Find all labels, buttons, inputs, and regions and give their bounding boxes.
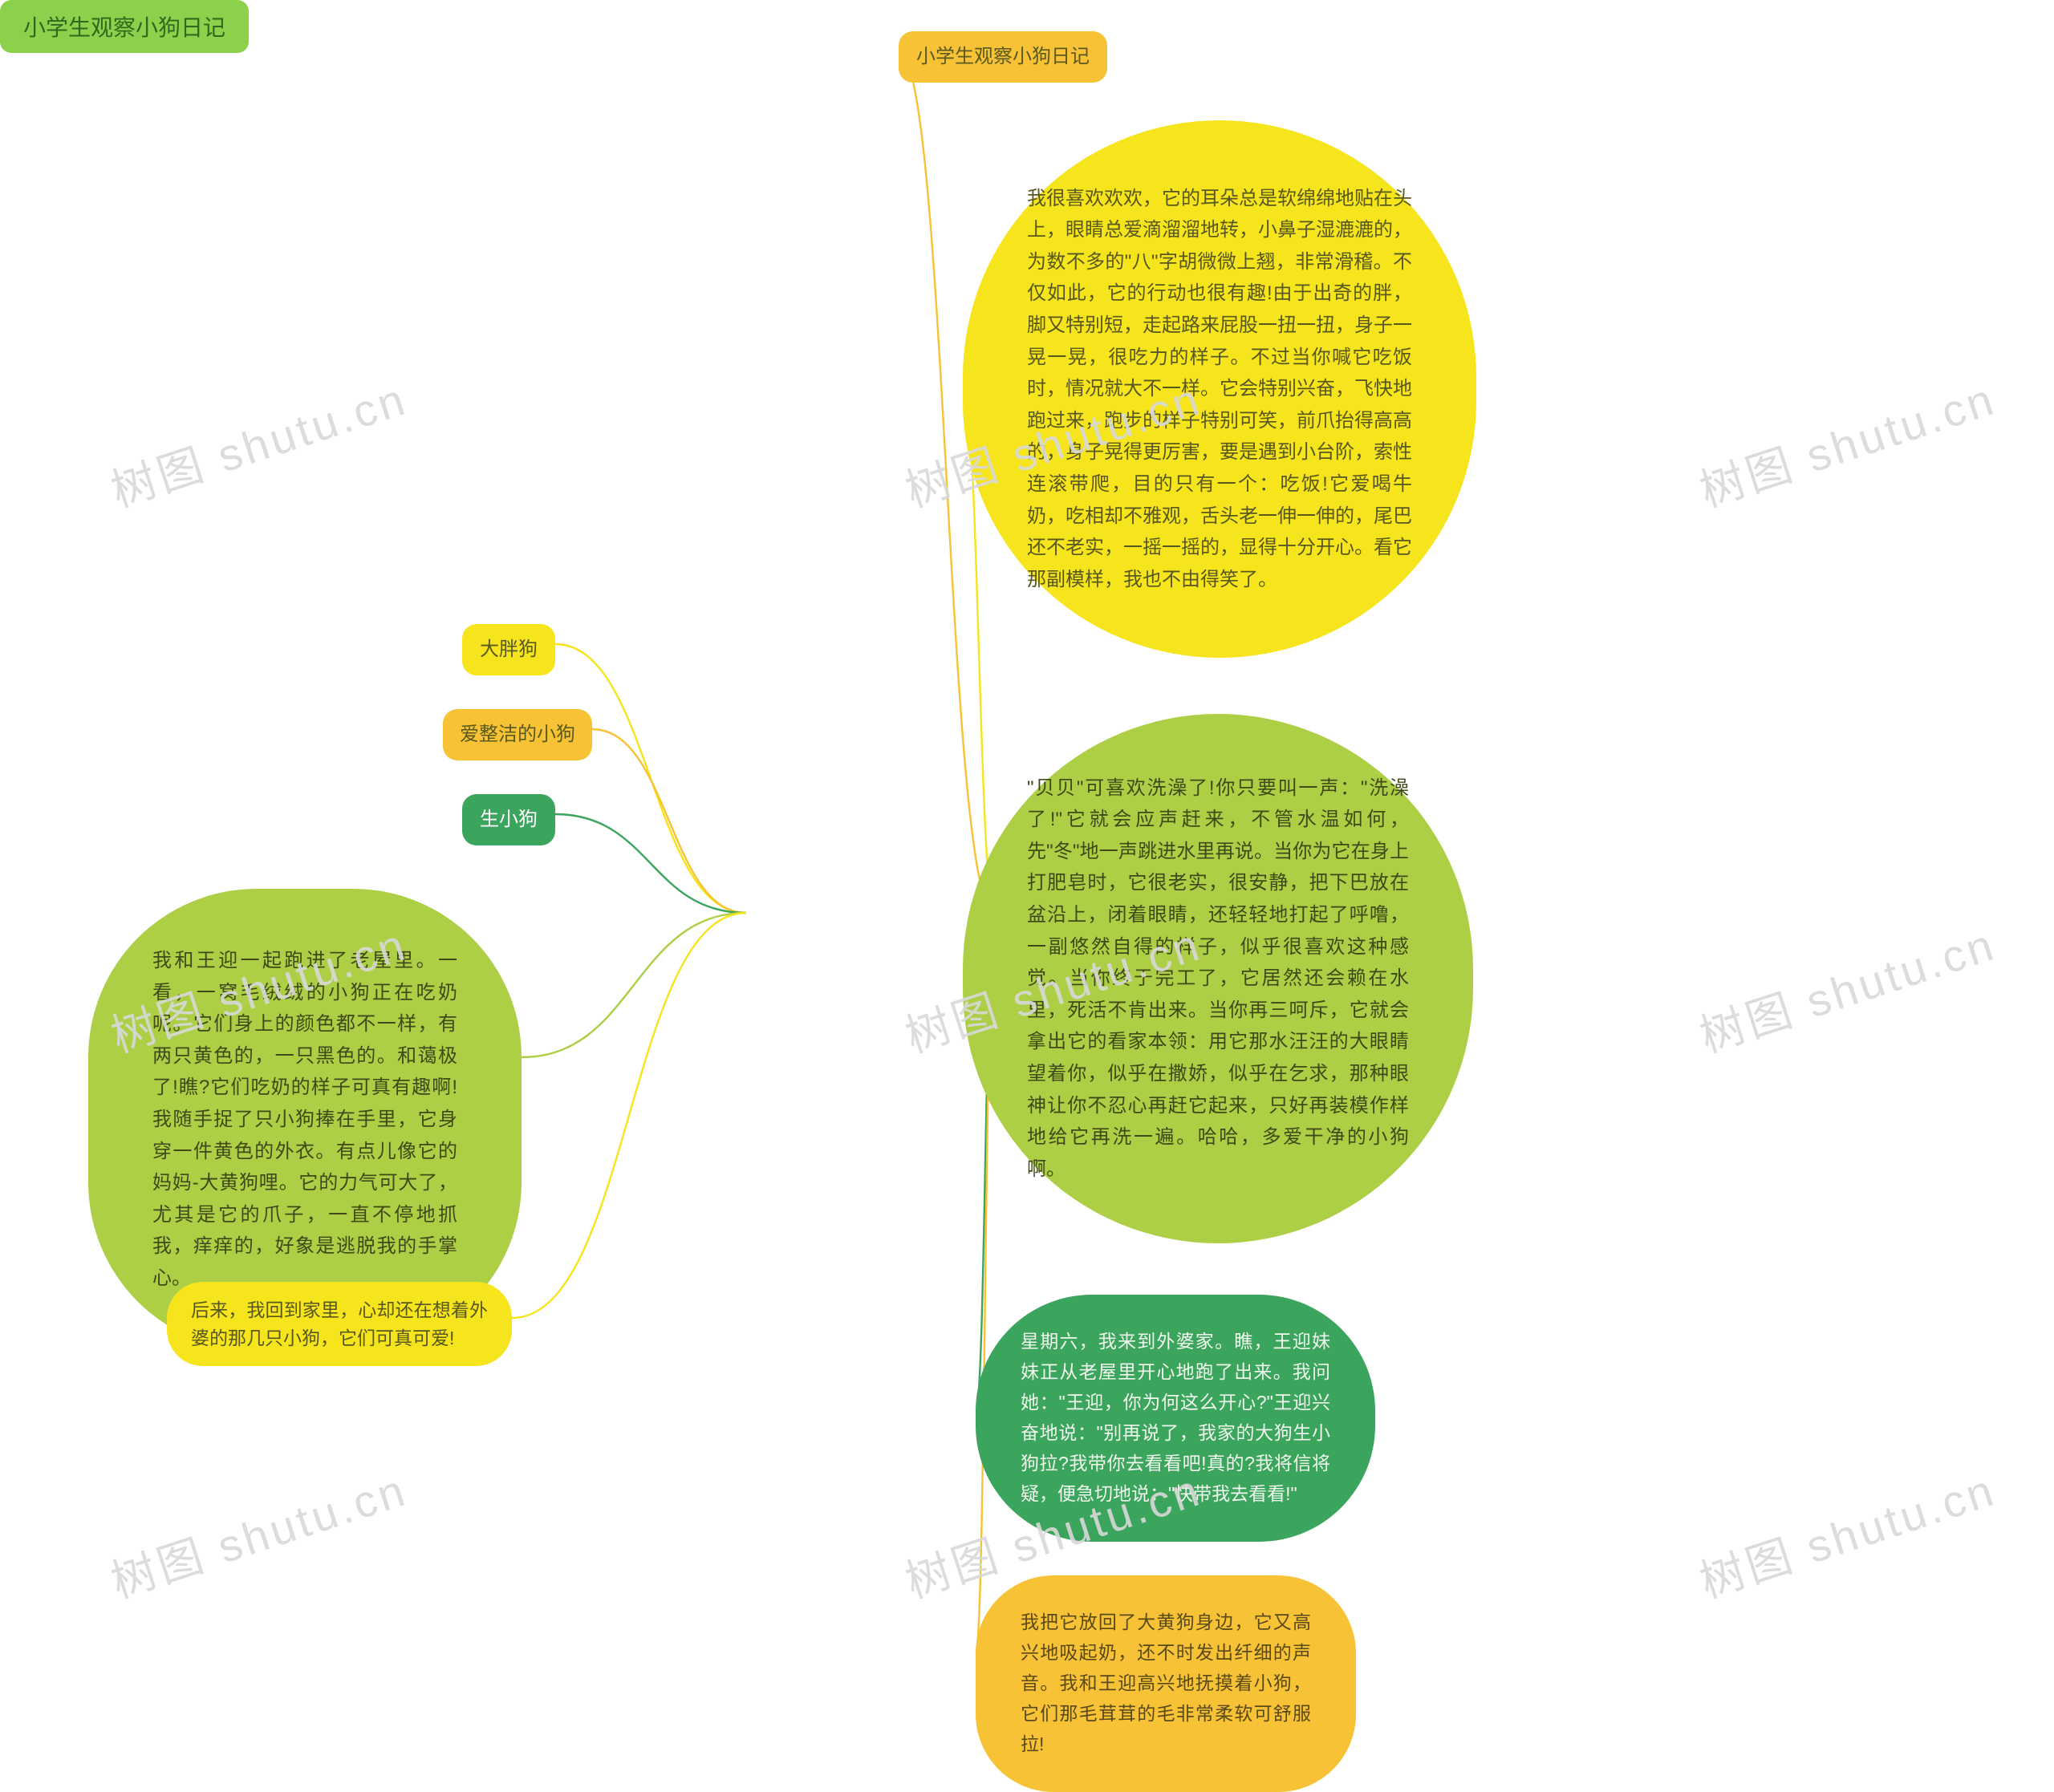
watermark: 树图 shutu.cn <box>1691 363 2003 520</box>
watermark: 树图 shutu.cn <box>102 1454 415 1611</box>
node-clean_dog[interactable]: 爱整洁的小狗 <box>443 709 592 760</box>
node-big_yellow[interactable]: 我很喜欢欢欢，它的耳朵总是软绵绵地贴在头上，眼睛总爱滴溜溜地转，小鼻子湿漉漉的，… <box>963 120 1476 658</box>
watermark: 树图 shutu.cn <box>1691 909 2003 1065</box>
node-later_home[interactable]: 后来，我回到家里，心却还在想着外婆的那几只小狗，它们可真可爱! <box>167 1282 512 1366</box>
mindmap-canvas: 树图 shutu.cn 树图 shutu.cn 树图 shutu.cn 树图 shut… <box>0 0 2054 1745</box>
node-title_top[interactable]: 小学生观察小狗日记 <box>899 31 1107 83</box>
node-big_lime_right[interactable]: "贝贝"可喜欢洗澡了!你只要叫一声："洗澡了!"它就会应声赶来，不管水温如何，先… <box>963 714 1473 1243</box>
watermark: 树图 shutu.cn <box>102 363 415 520</box>
node-saturday[interactable]: 星期六，我来到外婆家。瞧，王迎妹妹正从老屋里开心地跑了出来。我问她："王迎，你为… <box>976 1295 1375 1542</box>
node-put_back[interactable]: 我把它放回了大黄狗身边，它又高兴地吸起奶，还不时发出纤细的声音。我和王迎高兴地抚… <box>976 1575 1356 1792</box>
node-birth_dog[interactable]: 生小狗 <box>462 794 555 845</box>
watermark: 树图 shutu.cn <box>1691 1454 2003 1611</box>
node-fat_dog[interactable]: 大胖狗 <box>462 624 555 675</box>
center-node[interactable]: 小学生观察小狗日记 <box>0 0 249 53</box>
